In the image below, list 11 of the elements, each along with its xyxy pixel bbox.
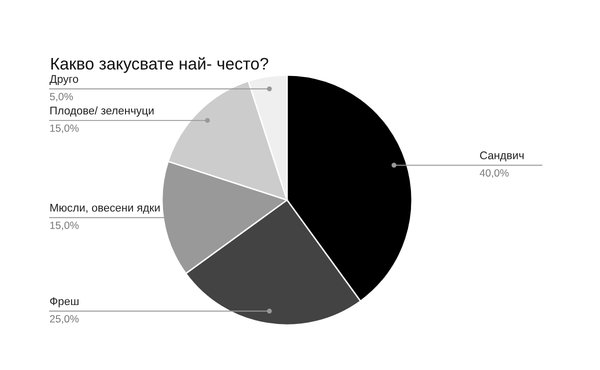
slice-label: Мюсли, овесени ядки	[50, 204, 160, 214]
data-label: 40,0%	[480, 169, 509, 178]
data-label: 5,0%	[50, 92, 73, 102]
slice-label: Плодове/ зеленчуци	[50, 106, 154, 117]
chart-title: Какво закусвате най- често?	[51, 57, 268, 73]
data-label: 15,0%	[50, 124, 79, 134]
slice-label: Сандвич	[480, 151, 524, 162]
slice-label: Фреш	[50, 297, 78, 308]
data-label: 15,0%	[50, 222, 79, 230]
slice-label: Друго	[50, 75, 78, 86]
data-label: 25,0%	[50, 315, 79, 324]
